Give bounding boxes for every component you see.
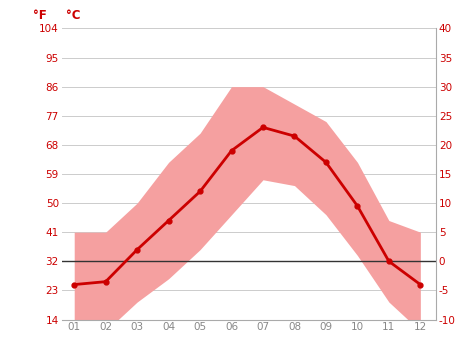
- Text: °C: °C: [66, 10, 81, 22]
- Text: °F: °F: [33, 10, 47, 22]
